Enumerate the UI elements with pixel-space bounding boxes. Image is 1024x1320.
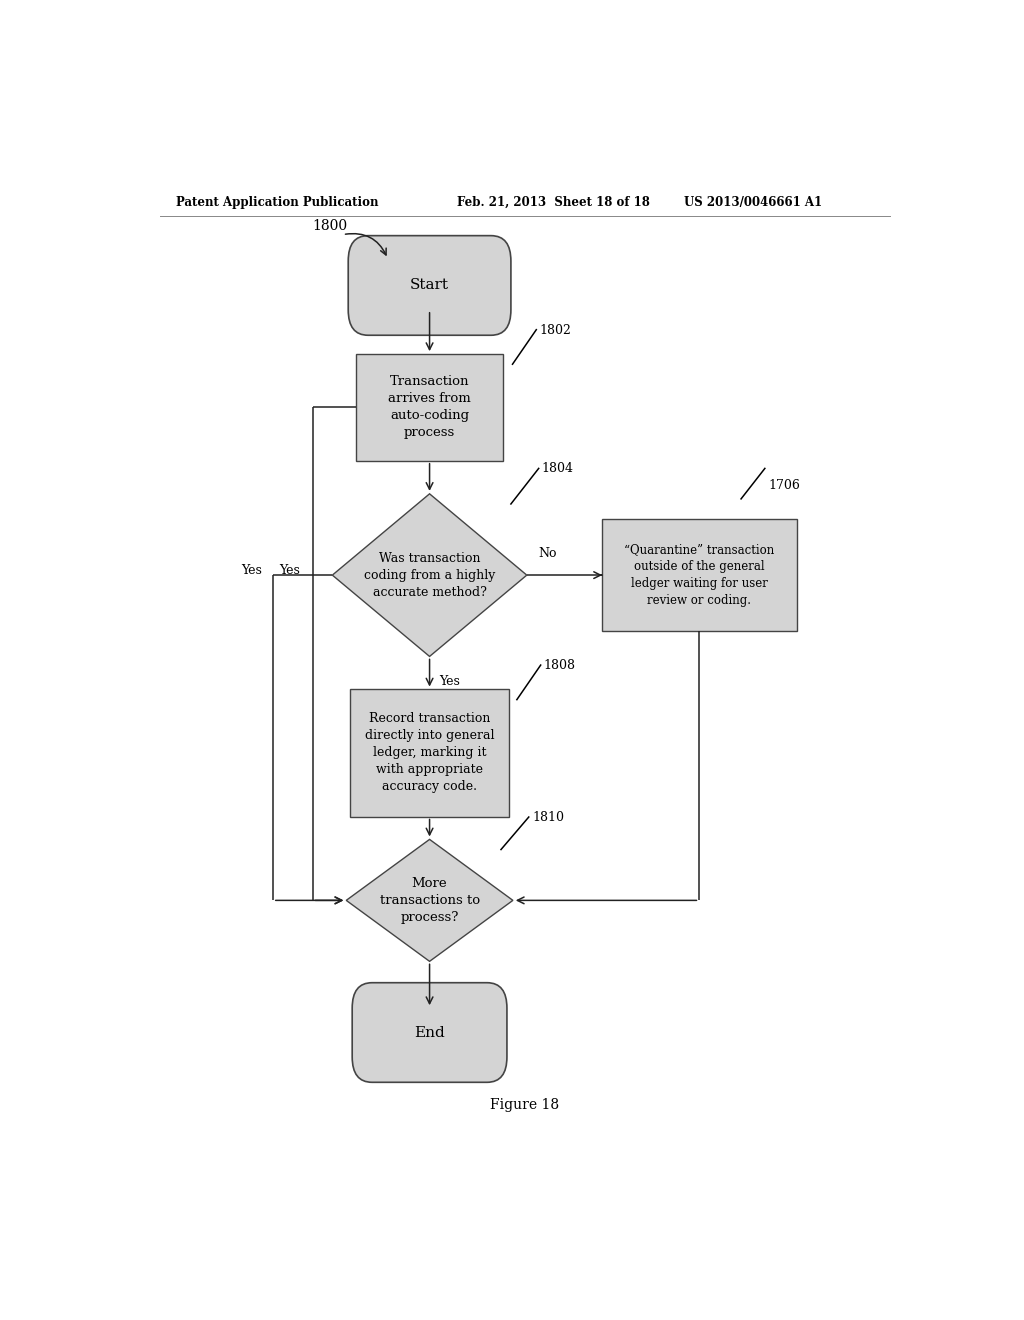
Text: Patent Application Publication: Patent Application Publication	[176, 195, 378, 209]
Text: Figure 18: Figure 18	[490, 1098, 559, 1111]
Text: Yes: Yes	[280, 564, 300, 577]
FancyBboxPatch shape	[348, 236, 511, 335]
Text: Yes: Yes	[439, 675, 460, 688]
Text: 1804: 1804	[542, 462, 573, 475]
FancyBboxPatch shape	[352, 982, 507, 1082]
Text: Record transaction
directly into general
ledger, marking it
with appropriate
acc: Record transaction directly into general…	[365, 713, 495, 793]
Bar	[602, 519, 797, 631]
Bar	[350, 689, 509, 817]
Text: Start: Start	[410, 279, 450, 293]
Text: 1706: 1706	[769, 479, 801, 492]
Polygon shape	[333, 494, 526, 656]
Polygon shape	[346, 840, 513, 961]
Text: 1800: 1800	[312, 219, 347, 234]
Bar	[356, 354, 503, 461]
Text: US 2013/0046661 A1: US 2013/0046661 A1	[684, 195, 821, 209]
Text: No: No	[539, 546, 557, 560]
Text: 1808: 1808	[544, 659, 575, 672]
Text: Feb. 21, 2013  Sheet 18 of 18: Feb. 21, 2013 Sheet 18 of 18	[458, 195, 650, 209]
Text: “Quarantine” transaction
outside of the general
ledger waiting for user
review o: “Quarantine” transaction outside of the …	[625, 543, 774, 607]
Text: 1802: 1802	[540, 323, 571, 337]
Text: 1810: 1810	[531, 810, 564, 824]
Text: More
transactions to
process?: More transactions to process?	[380, 876, 479, 924]
Text: Was transaction
coding from a highly
accurate method?: Was transaction coding from a highly acc…	[364, 552, 496, 599]
Text: Transaction
arrives from
auto-coding
process: Transaction arrives from auto-coding pro…	[388, 375, 471, 440]
Text: End: End	[414, 1026, 445, 1040]
Text: Yes: Yes	[241, 564, 262, 577]
